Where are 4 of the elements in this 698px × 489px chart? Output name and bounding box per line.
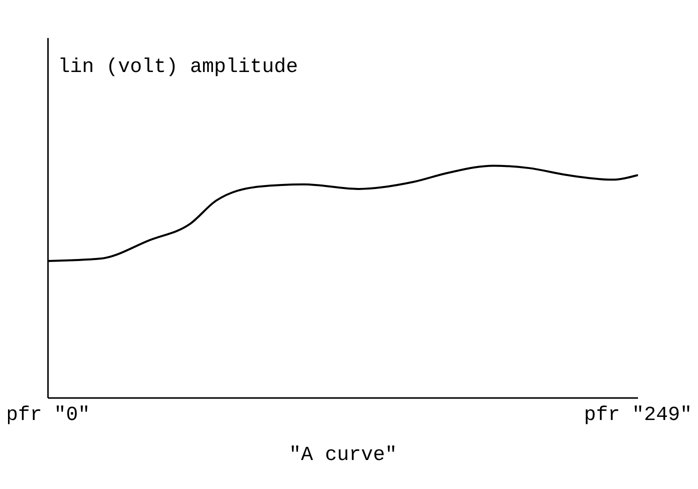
x-tick-label: pfr "249" — [584, 404, 692, 428]
x-axis-title: "A curve" — [288, 444, 398, 467]
x-tick-label: pfr "0" — [6, 404, 90, 428]
y-axis-title: lin (volt) amplitude — [58, 56, 298, 80]
